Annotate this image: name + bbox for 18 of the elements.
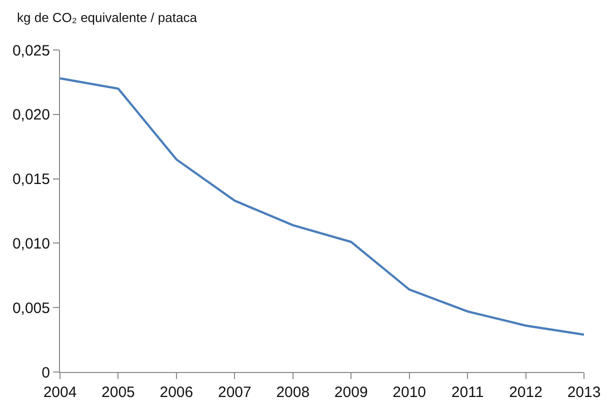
y-tick-label: 0,025	[12, 42, 50, 60]
x-tick-label: 2007	[218, 384, 252, 401]
x-tick-label: 2008	[276, 384, 310, 401]
x-tick-label: 2013	[567, 384, 601, 401]
x-tick-label: 2006	[160, 384, 194, 401]
y-tick-label: 0,005	[12, 300, 50, 317]
x-tick-label: 2005	[102, 384, 135, 401]
x-tick-label: 2010	[392, 384, 426, 401]
y-axis-title: kg de CO₂ equivalente / pataca	[17, 10, 198, 25]
y-tick-label: 0	[42, 364, 50, 382]
y-tick-label: 0,010	[12, 235, 50, 252]
y-tick-label: 0,020	[12, 106, 50, 124]
line-series	[60, 77, 584, 336]
x-tick-label: 2012	[509, 384, 542, 401]
x-tick-label: 2011	[451, 384, 484, 401]
x-tick-label: 2009	[334, 384, 368, 401]
x-tick-label: 2004	[43, 384, 77, 401]
y-tick-label: 0,015	[12, 171, 50, 188]
